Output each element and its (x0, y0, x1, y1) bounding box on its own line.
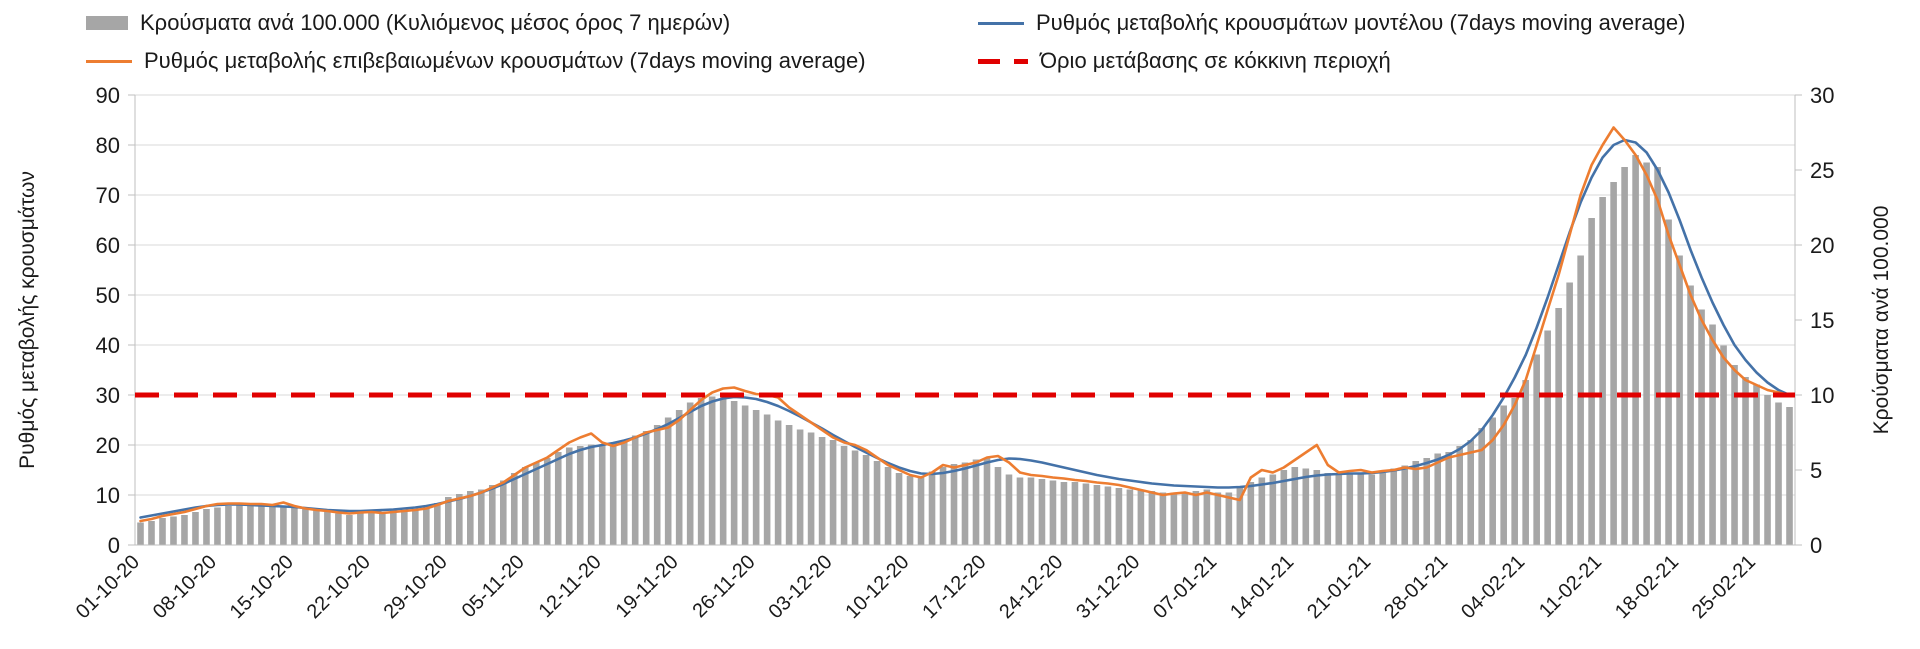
confirmed_rate-line (139, 126, 1791, 523)
threshold-swatch-icon (978, 58, 1028, 64)
svg-text:05-11-20: 05-11-20 (458, 551, 529, 622)
svg-text:04-02-21: 04-02-21 (1457, 551, 1529, 623)
legend-item-confirmed: Ρυθμός μεταβολής επιβεβαιωμένων κρουσμάτ… (86, 48, 866, 74)
bars-swatch-icon (86, 16, 128, 30)
svg-text:12-11-20: 12-11-20 (535, 551, 606, 622)
legend-label-threshold: Όριο μετάβασης σε κόκκινη περιοχή (1040, 48, 1391, 73)
svg-text:29-10-20: 29-10-20 (380, 551, 452, 623)
svg-text:21-01-21: 21-01-21 (1303, 551, 1375, 623)
confirmed-swatch-icon (86, 59, 132, 63)
right-axis-ticks: 0 5 10 15 20 25 30 (1795, 83, 1834, 558)
model-swatch-icon (978, 21, 1024, 25)
legend-item-model: Ρυθμός μεταβολής κρουσμάτων μοντέλου (7d… (978, 10, 1685, 36)
svg-text:30: 30 (96, 383, 120, 408)
svg-text:15: 15 (1810, 308, 1834, 333)
svg-text:19-11-20: 19-11-20 (612, 551, 683, 622)
svg-text:0: 0 (108, 533, 120, 558)
svg-text:20: 20 (96, 433, 120, 458)
svg-text:60: 60 (96, 233, 120, 258)
svg-text:11-02-21: 11-02-21 (1535, 551, 1606, 622)
svg-text:14-01-21: 14-01-21 (1226, 551, 1298, 623)
svg-text:08-10-20: 08-10-20 (149, 551, 221, 623)
svg-text:0: 0 (1810, 533, 1822, 558)
svg-text:20: 20 (1810, 233, 1834, 258)
svg-text:18-02-21: 18-02-21 (1611, 551, 1683, 623)
svg-text:07-01-21: 07-01-21 (1149, 551, 1221, 623)
svg-text:25-02-21: 25-02-21 (1688, 551, 1760, 623)
model_rate-line (139, 138, 1791, 519)
svg-text:03-12-20: 03-12-20 (764, 551, 836, 623)
left-axis-title: Ρυθμός μεταβολής κρουσμάτων (16, 171, 39, 469)
svg-text:17-12-20: 17-12-20 (918, 551, 990, 623)
svg-text:31-12-20: 31-12-20 (1072, 551, 1144, 623)
svg-text:28-01-21: 28-01-21 (1380, 551, 1452, 623)
svg-text:70: 70 (96, 183, 120, 208)
left-axis-ticks: 0 10 20 30 40 50 60 70 80 90 (96, 83, 135, 558)
svg-text:15-10-20: 15-10-20 (226, 551, 298, 623)
bars-series (137, 155, 1793, 545)
svg-text:22-10-20: 22-10-20 (303, 551, 375, 623)
svg-text:5: 5 (1810, 458, 1822, 483)
svg-text:80: 80 (96, 133, 120, 158)
svg-text:10: 10 (1810, 383, 1834, 408)
svg-text:01-10-20: 01-10-20 (72, 551, 144, 623)
legend-label-bars: Κρούσματα ανά 100.000 (Κυλιόμενος μέσος … (140, 10, 731, 35)
right-axis-title: Κρούσματα ανά 100.000 (1870, 205, 1893, 435)
svg-text:10: 10 (96, 483, 120, 508)
svg-text:10-12-20: 10-12-20 (841, 551, 913, 623)
svg-text:40: 40 (96, 333, 120, 358)
svg-text:50: 50 (96, 283, 120, 308)
legend-label-confirmed: Ρυθμός μεταβολής επιβεβαιωμένων κρουσμάτ… (144, 48, 866, 73)
legend-item-bars: Κρούσματα ανά 100.000 (Κυλιόμενος μέσος … (86, 10, 730, 36)
svg-text:30: 30 (1810, 83, 1834, 108)
legend-item-threshold: Όριο μετάβασης σε κόκκινη περιοχή (978, 48, 1391, 74)
svg-text:90: 90 (96, 83, 120, 108)
svg-text:26-11-20: 26-11-20 (689, 551, 760, 622)
svg-text:25: 25 (1810, 158, 1834, 183)
svg-text:24-12-20: 24-12-20 (995, 551, 1067, 623)
legend-label-model: Ρυθμός μεταβολής κρουσμάτων μοντέλου (7d… (1036, 10, 1686, 35)
x-axis-ticks: 01-10-20 08-10-20 15-10-20 22-10-20 29-10-20… (72, 551, 1760, 623)
